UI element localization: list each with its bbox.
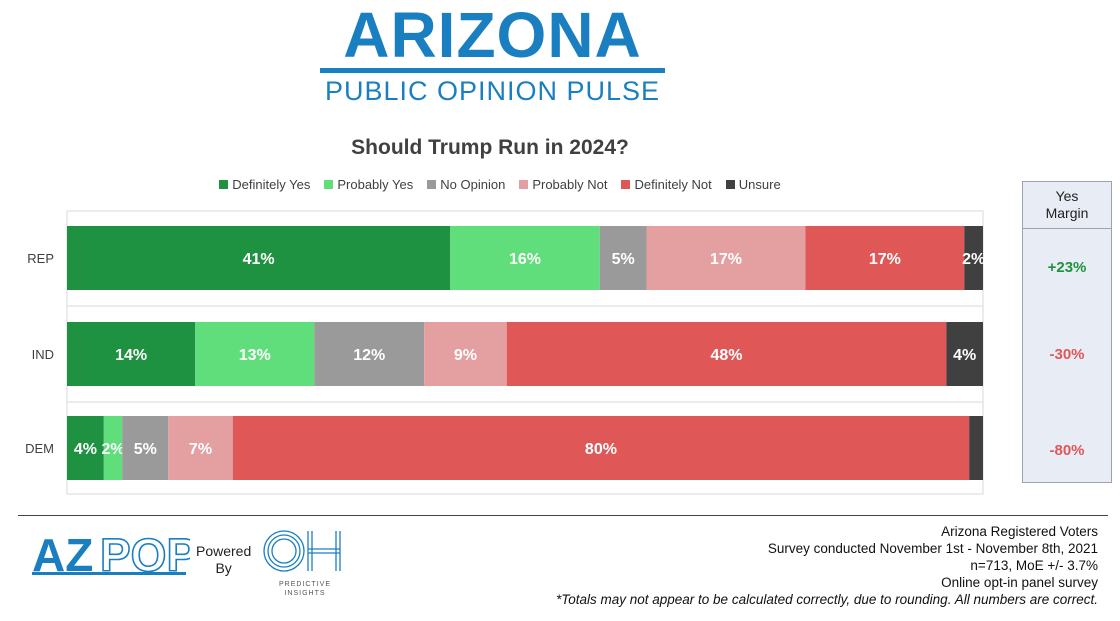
bar-rep-probably-not: [646, 226, 806, 290]
chart-legend: Definitely Yes Probably Yes No Opinion Prob…: [190, 175, 810, 193]
bar-dem-definitely-yes: [67, 416, 104, 480]
oh-caption-line1: PREDICTIVE: [278, 581, 331, 588]
legend-label: Definitely Yes: [232, 176, 311, 192]
bar-ind-unsure: [946, 322, 983, 386]
bar-dem-probably-yes: [103, 416, 123, 480]
bar-rep-unsure: [964, 226, 983, 290]
bar-dem-no-opinion: [122, 416, 169, 480]
oh-caption: PREDICTIVE INSIGHTS: [270, 580, 340, 598]
bar-ind-definitely-not: [506, 322, 947, 386]
legend-item-definitely-not: Definitely Not: [621, 175, 712, 193]
legend-label: No Opinion: [440, 176, 506, 192]
data-label-dem-definitely-not: 80%: [585, 441, 617, 458]
azpop-logo: AZ POP: [32, 530, 190, 576]
powered-by-line1: Powered: [196, 543, 252, 559]
data-label-rep-probably-not: 17%: [710, 251, 742, 268]
data-label-rep-unsure: 2%: [962, 251, 985, 268]
data-label-ind-no-opinion: 12%: [353, 347, 385, 364]
legend-item-unsure: Unsure: [725, 175, 781, 193]
legend-item-probably-not: Probably Not: [519, 175, 607, 193]
legend-swatch: [519, 179, 529, 189]
data-label-rep-no-opinion: 5%: [612, 251, 635, 268]
bar-ind-no-opinion: [314, 322, 425, 386]
yes-margin-header-line1: Yes: [1055, 188, 1079, 204]
data-label-ind-unsure: 4%: [953, 347, 976, 364]
data-label-rep-definitely-yes: 41%: [243, 251, 275, 268]
legend-swatch: [427, 179, 437, 189]
logo-divider: [320, 68, 665, 73]
data-label-ind-probably-not: 9%: [454, 347, 477, 364]
oh-caption-line2: INSIGHTS: [284, 590, 326, 597]
yes-margin-panel: Yes Margin +23% -30% -80%: [1022, 181, 1112, 483]
data-label-ind-definitely-not: 48%: [711, 347, 743, 364]
category-label-ind: IND: [32, 347, 54, 362]
logo-title: ARIZONA: [343, 0, 642, 71]
powered-by-line2: By: [215, 560, 232, 576]
stacked-bar-chart: REP 41% 16% 5% 17% 17% 2% IND 14% 13% 12% 9% 48% 4% DE…: [25, 210, 985, 495]
note-method: Online opt-in panel survey: [941, 575, 1098, 590]
data-label-rep-probably-yes: 16%: [509, 251, 541, 268]
legend-label: Probably Not: [532, 176, 608, 192]
legend-label: Definitely Not: [634, 176, 712, 192]
legend-swatch: [324, 179, 334, 189]
azpop-logo-az: AZ: [32, 530, 93, 576]
data-label-dem-probably-yes: 2%: [101, 441, 124, 458]
chart-title: Should Trump Run in 2024?: [351, 136, 629, 159]
bar-rep-no-opinion: [599, 226, 647, 290]
yes-margin-rep: +23%: [1047, 259, 1087, 276]
azpop-logo-pop: POP: [100, 530, 190, 576]
bar-rep-definitely-yes: [67, 226, 451, 290]
data-label-dem-definitely-yes: 4%: [74, 441, 97, 458]
survey-notes: Arizona Registered Voters Survey conduct…: [556, 523, 1098, 608]
data-label-dem-probably-not: 7%: [189, 441, 212, 458]
footer-divider: [18, 515, 1108, 516]
data-label-ind-probably-yes: 13%: [239, 347, 271, 364]
legend-label: Unsure: [738, 176, 781, 192]
bar-dem-definitely-not: [232, 416, 970, 480]
data-label-ind-definitely-yes: 14%: [115, 347, 147, 364]
bar-dem-probably-not: [168, 416, 233, 480]
legend-item-definitely-yes: Definitely Yes: [219, 175, 310, 193]
legend-swatch: [725, 179, 735, 189]
yes-margin-dem: -80%: [1049, 442, 1085, 459]
oh-predictive-insights-logo: [263, 530, 341, 572]
note-population: Arizona Registered Voters: [941, 524, 1098, 539]
legend-item-no-opinion: No Opinion: [427, 175, 505, 193]
bar-rep-definitely-not: [805, 226, 965, 290]
category-label-rep: REP: [27, 251, 54, 266]
yes-margin-ind: -30%: [1049, 346, 1085, 363]
note-dates: Survey conducted November 1st - November…: [767, 541, 1098, 556]
note-disclaimer: *Totals may not appear to be calculated …: [555, 592, 1098, 607]
powered-by: Powered By: [196, 543, 251, 577]
legend-swatch: [219, 179, 229, 189]
category-label-dem: DEM: [25, 441, 54, 456]
legend-swatch: [621, 179, 631, 189]
data-label-rep-definitely-not: 17%: [869, 251, 901, 268]
data-label-dem-no-opinion: 5%: [134, 441, 157, 458]
bar-dem-unsure: [969, 416, 983, 480]
azpop-logo-underline: [32, 572, 186, 575]
logo-subtitle: PUBLIC OPINION PULSE: [324, 76, 661, 106]
bar-ind-definitely-yes: [67, 322, 196, 386]
bar-rep-probably-yes: [450, 226, 600, 290]
legend-item-probably-yes: Probably Yes: [324, 175, 413, 193]
yes-margin-header-line2: Margin: [1045, 205, 1089, 221]
note-sample: n=713, MoE +/- 3.7%: [970, 558, 1098, 573]
yes-margin-header: Yes Margin: [1023, 182, 1111, 229]
bar-ind-probably-not: [424, 322, 507, 386]
legend-label: Probably Yes: [337, 176, 414, 192]
bar-ind-probably-yes: [195, 322, 315, 386]
